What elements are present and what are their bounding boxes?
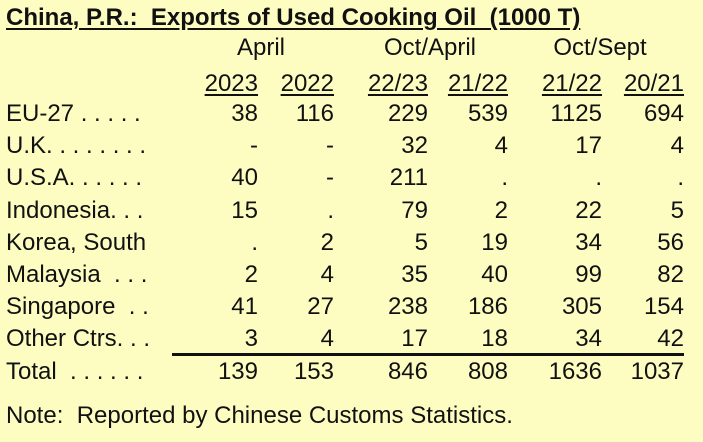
column-year-header: 2022	[280, 70, 334, 97]
table-cell: 694	[643, 100, 684, 127]
table-cell: 539	[467, 100, 508, 127]
table-row: EU-27 . . . . . 38 116 229 539 1125 694	[0, 100, 703, 132]
column-year-header: 21/22	[541, 70, 602, 97]
table-cell: 34	[575, 228, 602, 256]
table-cell: 846	[387, 358, 428, 385]
table-cell: .	[251, 228, 258, 256]
table-cell: 5	[670, 196, 684, 224]
table-cell: 2	[494, 196, 508, 224]
total-rule	[172, 353, 684, 356]
table-cell: 305	[561, 293, 602, 321]
table-cell: 229	[387, 100, 428, 127]
total-row: Total . . . . . . 139 153 846 808 1636 1…	[0, 358, 703, 390]
table-cell: 4	[320, 261, 334, 288]
table-cell: 35	[401, 261, 428, 288]
table-cell: 56	[657, 228, 684, 256]
table-cell: -	[326, 132, 334, 160]
table-cell: 19	[481, 228, 508, 256]
row-label: Singapore . .	[6, 293, 149, 321]
column-group-oct-sept: Oct/Sept	[553, 34, 647, 61]
table-cell: 38	[231, 100, 258, 127]
table-cell: 79	[401, 196, 428, 224]
table-cell: .	[327, 196, 334, 224]
row-label: U.K. . . . . . . .	[6, 132, 147, 160]
table-cell: 34	[575, 325, 602, 353]
table-cell: 40	[231, 164, 258, 192]
column-year-header: 22/23	[367, 70, 428, 97]
table-cell: 211	[389, 164, 428, 192]
table-cell: 1636	[548, 358, 602, 385]
table-cell: 32	[401, 132, 428, 160]
table-cell: 42	[657, 325, 684, 353]
table-cell: 186	[467, 293, 508, 321]
table-cell: .	[595, 164, 602, 192]
table-cell: 238	[387, 293, 428, 321]
table-cell: 2	[244, 261, 258, 288]
table-title: China, P.R.: Exports of Used Cooking Oil…	[6, 4, 581, 31]
table-row: U.S.A. . . . . . 40 - 211...	[0, 164, 703, 196]
column-group-oct-april: Oct/April	[383, 34, 476, 61]
table-row: Singapore . . 41 27 238 186 305 154	[0, 293, 703, 325]
table-cell: 17	[575, 132, 602, 160]
table-cell: -	[250, 132, 258, 160]
table-row: Korea, South. 2 5 19 34 56	[0, 229, 703, 261]
column-year-header: 20/21	[623, 70, 684, 97]
table-cell: 17	[401, 325, 428, 353]
column-year-header: 2023	[204, 70, 258, 97]
column-group-april: April	[236, 34, 285, 61]
table-cell: 82	[657, 261, 684, 288]
table-cell: 139	[217, 358, 258, 385]
table-cell: 40	[481, 261, 508, 288]
row-label: Korea, South	[6, 228, 147, 256]
table-row: Other Ctrs. . . 3 4 17 18 34 42	[0, 325, 703, 357]
table-cell: .	[677, 164, 684, 192]
table-cell: 4	[320, 325, 334, 353]
table-row: Indonesia. . . 15. 79 2 22 5	[0, 197, 703, 229]
table-cell: 4	[670, 132, 684, 160]
table-cell: 99	[575, 261, 602, 288]
table-cell: 153	[293, 358, 334, 385]
table-cell: 22	[575, 196, 602, 224]
table-cell: 5	[414, 228, 428, 256]
table-row: Malaysia . . . 2 4 35 40 99 82	[0, 261, 703, 293]
table-cell: -	[326, 164, 334, 192]
footnote: Note: Reported by Chinese Customs Statis…	[6, 402, 513, 429]
table-cell: 41	[231, 293, 258, 321]
table-cell: 18	[481, 325, 508, 353]
table-cell: 4	[494, 132, 508, 160]
row-label: Malaysia . . .	[6, 261, 148, 288]
table-cell: 3	[244, 325, 258, 353]
row-label: Total . . . . . .	[6, 358, 144, 385]
table-cell: 154	[643, 293, 684, 321]
table-row: U.K. . . . . . . . - - 32 4 17 4	[0, 132, 703, 164]
row-label: EU-27 . . . . .	[6, 100, 141, 127]
table-cell: 2	[320, 228, 334, 256]
table-cell: .	[501, 164, 508, 192]
table-cell: 116	[295, 100, 334, 127]
table-cell: 1125	[550, 100, 602, 127]
table-cell: 808	[467, 358, 508, 385]
table-cell: 1037	[630, 358, 684, 385]
row-label: U.S.A. . . . . .	[6, 164, 143, 192]
table-cell: 27	[307, 293, 334, 321]
column-year-header: 21/22	[447, 70, 508, 97]
row-label: Other Ctrs. . .	[6, 325, 151, 353]
row-label: Indonesia. . .	[6, 196, 144, 224]
table-cell: 15	[231, 196, 258, 224]
